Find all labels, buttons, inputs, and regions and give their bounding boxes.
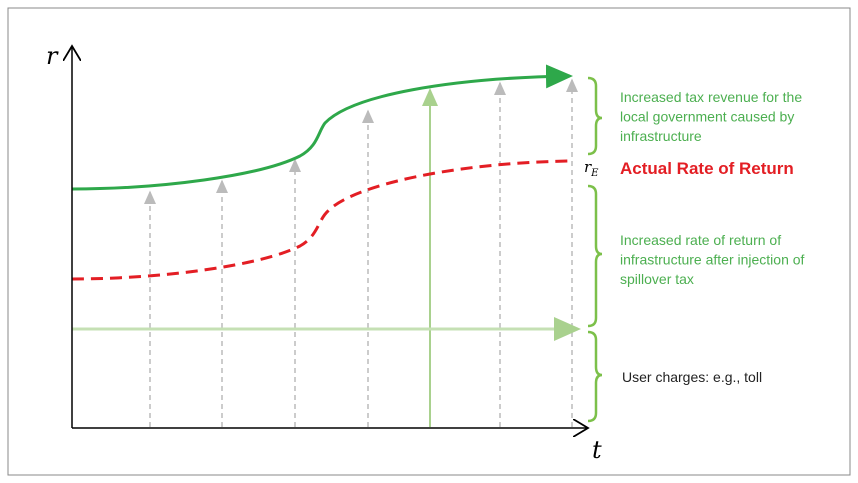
braces bbox=[587, 76, 603, 423]
annotation-line: infrastructure after injection of bbox=[620, 252, 805, 268]
annotation-line: spillover tax bbox=[620, 271, 694, 287]
x-label: t bbox=[592, 436, 602, 464]
rate-subscript: E bbox=[590, 168, 599, 179]
annotation-line: infrastructure bbox=[620, 128, 702, 144]
y-label: r bbox=[46, 42, 59, 70]
dashed-arrows bbox=[144, 78, 578, 427]
annotation-line: User charges: e.g., toll bbox=[622, 369, 762, 385]
rate-symbol: rE bbox=[584, 158, 599, 179]
annotation-line: local government caused by bbox=[620, 109, 794, 125]
annotation-line: Increased rate of return of bbox=[620, 232, 781, 248]
frame bbox=[7, 7, 851, 476]
annotation-line: Increased tax revenue for the bbox=[620, 89, 802, 105]
total-return-curve bbox=[71, 64, 573, 191]
actual-return-curve bbox=[71, 159, 571, 281]
rate-base: r bbox=[584, 158, 592, 176]
rate-title: Actual Rate of Return bbox=[620, 159, 794, 178]
